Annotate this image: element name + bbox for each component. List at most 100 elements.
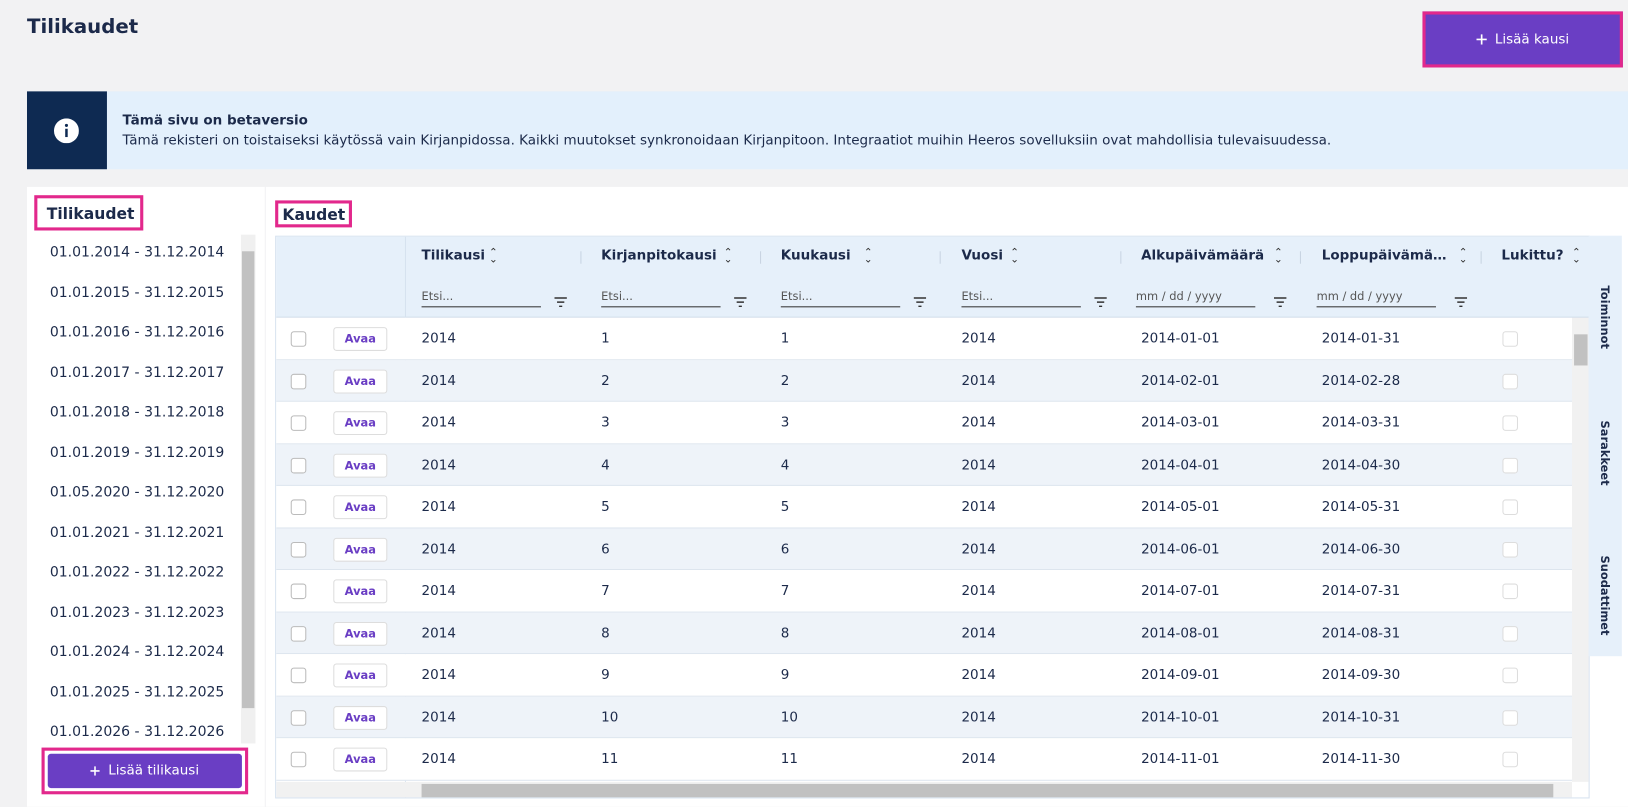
open-button[interactable]: Avaa: [333, 621, 388, 646]
filter-input[interactable]: mm / dd / yyyy: [1316, 290, 1436, 308]
table-row: [276, 317, 1572, 360]
filter-icon[interactable]: [1094, 292, 1107, 308]
table-row: [276, 443, 1572, 486]
filter-input[interactable]: Etsi...: [601, 290, 721, 308]
button-label: Lisää kausi: [1494, 31, 1570, 48]
table-cell: 2: [601, 373, 610, 389]
table-cell: 2014-09-01: [1141, 667, 1220, 684]
sort-icon: ⌃ ⌄: [723, 247, 733, 266]
locked-checkbox: [1502, 499, 1518, 515]
side-tab[interactable]: Sarakkeet: [1597, 420, 1612, 486]
table-cell: 10: [601, 709, 619, 726]
filter-input[interactable]: Etsi...: [961, 290, 1081, 308]
table-cell: 2014-04-30: [1321, 457, 1401, 473]
column-divider: [760, 251, 762, 264]
fiscal-year-item[interactable]: 01.01.2015 - 31.12.2015: [49, 283, 225, 301]
row-checkbox[interactable]: [290, 583, 307, 600]
table-cell: 2014: [421, 625, 456, 642]
fiscal-year-item[interactable]: 01.01.2019 - 31.12.2019: [49, 443, 225, 461]
column-header[interactable]: Lukittu?: [1501, 248, 1564, 264]
column-header[interactable]: Kirjanpitokausi: [601, 248, 717, 264]
fiscal-year-item[interactable]: 01.01.2023 - 31.12.2023: [49, 603, 225, 621]
column-header[interactable]: Vuosi: [961, 248, 1003, 264]
scrollbar: [240, 234, 256, 744]
column-header[interactable]: Kuukausi: [780, 248, 851, 264]
side-tab[interactable]: Toiminnot: [1597, 285, 1612, 349]
table-cell: 2014-06-01: [1141, 541, 1220, 558]
row-checkbox[interactable]: [290, 667, 307, 684]
row-checkbox[interactable]: [290, 625, 307, 642]
table-cell: 7: [601, 583, 610, 600]
table-cell: 2014-03-31: [1321, 415, 1401, 431]
sort-icon: ⌃ ⌄: [489, 247, 498, 266]
table-cell: 2014-09-30: [1321, 667, 1401, 684]
fiscal-year-item[interactable]: 01.01.2018 - 31.12.2018: [49, 403, 225, 421]
row-checkbox[interactable]: [290, 373, 307, 389]
fiscal-year-item[interactable]: 01.05.2020 - 31.12.2020: [49, 483, 225, 501]
fiscal-year-item[interactable]: 01.01.2024 - 31.12.2024: [49, 643, 225, 661]
open-button[interactable]: Avaa: [333, 495, 388, 520]
open-button[interactable]: Avaa: [333, 537, 388, 562]
fiscal-year-item[interactable]: 01.01.2017 - 31.12.2017: [49, 363, 225, 381]
table-cell: 2014: [961, 331, 996, 347]
add-fiscal-year-button[interactable]: Lisää tilikausi: [47, 753, 242, 789]
locked-checkbox: [1502, 709, 1518, 726]
filter-input[interactable]: Etsi...: [421, 290, 541, 308]
locked-checkbox: [1502, 373, 1518, 389]
periods-panel: Tilikaudet Lisää tilikausi 01.01.2014 - …: [26, 186, 265, 807]
table-cell: 4: [780, 457, 790, 473]
add-period-button[interactable]: Lisää kausi: [1422, 11, 1623, 68]
row-checkbox[interactable]: [290, 331, 307, 347]
fiscal-year-item[interactable]: 01.01.2014 - 31.12.2014: [49, 244, 225, 261]
row-checkbox[interactable]: [290, 499, 307, 515]
table-cell: 2014-06-30: [1321, 541, 1401, 558]
column-header[interactable]: Alkupäivämäärä: [1141, 248, 1265, 264]
column-header[interactable]: Loppupäivämä…: [1321, 248, 1447, 264]
fiscal-year-item[interactable]: 01.01.2016 - 31.12.2016: [49, 323, 225, 341]
column-divider: [1480, 251, 1482, 264]
column-header[interactable]: Tilikausi: [421, 248, 485, 264]
fiscal-year-item[interactable]: 01.01.2021 - 31.12.2021: [49, 523, 225, 541]
side-tab[interactable]: Suodattimet: [1597, 555, 1612, 636]
filter-icon[interactable]: [1273, 292, 1287, 308]
filter-icon[interactable]: [913, 292, 927, 308]
fiscal-year-item[interactable]: 01.01.2022 - 31.12.2022: [49, 563, 225, 581]
table-cell: 6: [601, 541, 610, 558]
table-cell: 2014: [421, 331, 456, 347]
table-cell: 6: [780, 541, 790, 558]
open-button[interactable]: Avaa: [333, 369, 388, 393]
row-checkbox[interactable]: [290, 709, 307, 726]
add-fiscal-year-highlight: Lisää tilikausi: [41, 747, 249, 795]
table-cell: 2014-07-01: [1141, 583, 1220, 600]
open-button[interactable]: Avaa: [333, 327, 388, 351]
filter-input[interactable]: mm / dd / yyyy: [1135, 290, 1256, 308]
table-cell: 2014-11-30: [1321, 751, 1401, 768]
open-button[interactable]: Avaa: [333, 705, 388, 730]
scroll-thumb: [1574, 334, 1588, 366]
open-button[interactable]: Avaa: [333, 663, 388, 688]
filter-icon[interactable]: [554, 292, 567, 308]
row-checkbox[interactable]: [290, 751, 307, 768]
filter-icon[interactable]: [1454, 292, 1468, 308]
table-cell: 9: [601, 667, 610, 684]
open-button[interactable]: Avaa: [333, 747, 388, 772]
row-checkbox[interactable]: [290, 415, 307, 431]
row-checkbox[interactable]: [290, 457, 307, 473]
fiscal-year-item[interactable]: 01.01.2026 - 31.12.2026: [49, 723, 225, 741]
table-cell: 5: [780, 499, 790, 515]
table-cell: 2014-07-31: [1321, 583, 1401, 600]
open-button[interactable]: Avaa: [333, 579, 388, 604]
filter-input[interactable]: Etsi...: [780, 290, 901, 308]
notice: Tämä sivu on betaversio Tämä rekisteri o…: [26, 91, 1628, 170]
header-row: [276, 236, 1589, 318]
table-cell: 2014: [961, 541, 996, 558]
open-button[interactable]: Avaa: [333, 453, 388, 478]
table-cell: 2014: [421, 499, 456, 515]
table-cell: 2014: [961, 625, 996, 642]
notice-title: Tämä sivu on betaversio: [122, 113, 308, 129]
fiscal-year-item[interactable]: 01.01.2025 - 31.12.2025: [49, 683, 225, 701]
filter-icon[interactable]: [734, 292, 747, 308]
table-cell: 2014-03-01: [1141, 415, 1220, 431]
row-checkbox[interactable]: [290, 541, 307, 558]
open-button[interactable]: Avaa: [333, 411, 388, 436]
